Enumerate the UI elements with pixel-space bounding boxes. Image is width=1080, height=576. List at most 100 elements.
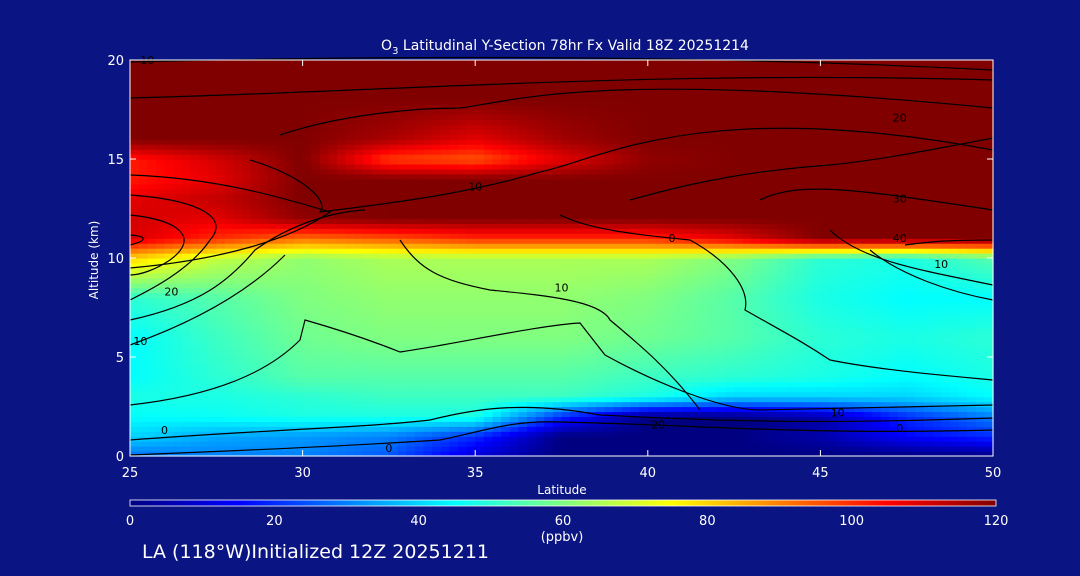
heatmap-cell	[216, 446, 226, 452]
heatmap-cell	[423, 421, 433, 427]
heatmap-cell	[759, 218, 770, 224]
heatmap-cell	[561, 416, 571, 422]
heatmap-cell	[967, 332, 977, 338]
heatmap-cell	[147, 277, 157, 284]
heatmap-cell	[621, 337, 632, 343]
heatmap-cell	[958, 406, 968, 413]
heatmap-cell	[164, 312, 174, 318]
heatmap-cell	[708, 223, 718, 229]
heatmap-cell	[138, 421, 148, 427]
heatmap-cell	[449, 451, 459, 457]
heatmap-cell	[949, 357, 960, 363]
heatmap-cell	[207, 332, 217, 338]
heatmap-cell	[906, 218, 916, 224]
heatmap-cell	[872, 228, 882, 234]
heatmap-cell	[535, 421, 545, 427]
heatmap-cell	[578, 258, 588, 264]
heatmap-cell	[872, 258, 882, 264]
heatmap-cell	[181, 337, 192, 343]
heatmap-cell	[604, 248, 614, 254]
heatmap-cell	[984, 371, 994, 378]
heatmap-cell	[699, 292, 709, 299]
heatmap-cell	[846, 431, 856, 437]
heatmap-cell	[656, 223, 666, 229]
heatmap-cell	[457, 347, 468, 353]
heatmap-cell	[250, 436, 261, 442]
heatmap-cell	[708, 267, 718, 274]
heatmap-cell	[742, 337, 752, 343]
heatmap-cell	[958, 332, 968, 338]
heatmap-cell	[224, 451, 235, 457]
heatmap-cell	[147, 431, 157, 437]
heatmap-cell	[475, 292, 485, 299]
heatmap-cell	[673, 421, 683, 427]
heatmap-cell	[164, 277, 174, 284]
heatmap-cell	[587, 253, 597, 259]
heatmap-cell	[552, 357, 563, 363]
heatmap-cell	[958, 347, 968, 353]
heatmap-cell	[803, 451, 813, 457]
heatmap-cell	[440, 218, 450, 224]
heatmap-cell	[518, 436, 528, 442]
heatmap-cell	[587, 312, 597, 318]
heatmap-cell	[837, 361, 847, 368]
heatmap-cell	[423, 307, 433, 314]
heatmap-cell	[302, 416, 312, 422]
heatmap-cell	[906, 267, 916, 274]
heatmap-cell	[397, 258, 407, 264]
heatmap-cell	[138, 327, 148, 333]
heatmap-cell	[630, 297, 640, 304]
heatmap-cell	[449, 376, 459, 383]
heatmap-cell	[492, 292, 502, 299]
heatmap-cell	[958, 253, 968, 259]
heatmap-cell	[397, 228, 407, 234]
heatmap-cell	[690, 213, 701, 219]
heatmap-cell	[794, 258, 804, 264]
heatmap-cell	[190, 441, 200, 447]
heatmap-cell	[759, 213, 770, 219]
heatmap-cell	[725, 446, 735, 452]
heatmap-cell	[898, 272, 908, 279]
heatmap-cell	[449, 401, 459, 408]
heatmap-cell	[811, 337, 821, 343]
heatmap-cell	[630, 223, 640, 229]
heatmap-cell	[501, 262, 511, 269]
heatmap-cell	[794, 253, 804, 259]
heatmap-cell	[337, 297, 347, 304]
heatmap-cell	[423, 277, 433, 284]
heatmap-cell	[285, 302, 295, 309]
heatmap-cell	[949, 248, 960, 254]
heatmap-cell	[725, 352, 735, 358]
heatmap-cell	[276, 307, 286, 314]
heatmap-cell	[328, 307, 338, 314]
heatmap-cell	[199, 253, 209, 259]
heatmap-cell	[967, 342, 977, 348]
heatmap-cell	[311, 416, 321, 422]
heatmap-cell	[768, 213, 778, 219]
heatmap-cell	[682, 406, 692, 413]
heatmap-cell	[708, 347, 718, 353]
heatmap-cell	[449, 248, 459, 254]
heatmap-cell	[880, 262, 891, 269]
heatmap-cell	[794, 342, 804, 348]
heatmap-cell	[647, 272, 658, 279]
heatmap-cell	[207, 371, 217, 378]
heatmap-cell	[846, 258, 856, 264]
heatmap-cell	[578, 228, 588, 234]
heatmap-cell	[846, 421, 856, 427]
heatmap-cell	[388, 267, 399, 274]
heatmap-cell	[751, 297, 761, 304]
heatmap-cell	[690, 312, 701, 318]
heatmap-cell	[302, 238, 312, 244]
heatmap-cell	[440, 327, 450, 333]
heatmap-cell	[656, 317, 666, 323]
heatmap-cell	[587, 396, 597, 403]
heatmap-cell	[363, 282, 373, 289]
heatmap-cell	[423, 267, 433, 274]
heatmap-cell	[613, 342, 623, 348]
heatmap-cell	[492, 366, 502, 373]
heatmap-cell	[975, 431, 985, 437]
heatmap-cell	[673, 248, 683, 254]
heatmap-cell	[518, 401, 528, 408]
heatmap-cell	[690, 396, 701, 403]
